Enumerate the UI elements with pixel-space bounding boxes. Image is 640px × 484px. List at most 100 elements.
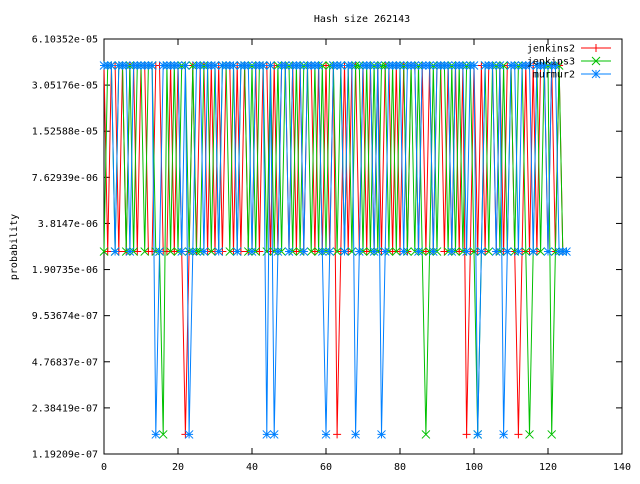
data-point-plus <box>103 247 112 256</box>
data-point-star <box>425 61 434 70</box>
data-point-plus <box>133 247 142 256</box>
data-point-star <box>299 247 309 256</box>
data-point-star <box>147 61 157 70</box>
legend-label: jenkins3 <box>527 57 575 68</box>
data-point-star <box>181 61 190 70</box>
data-point-star <box>347 61 357 70</box>
data-point-cross <box>166 247 175 256</box>
data-point-star <box>380 247 390 256</box>
data-point-star <box>214 247 224 256</box>
data-point-star <box>477 247 486 256</box>
data-point-star <box>377 430 386 439</box>
data-point-star <box>184 430 194 439</box>
data-point-star <box>210 61 220 70</box>
data-point-star <box>325 247 335 256</box>
data-point-star <box>514 247 523 256</box>
data-point-star <box>269 430 279 439</box>
data-point-cross <box>306 247 316 256</box>
data-point-plus <box>255 247 264 256</box>
data-point-star <box>173 61 183 70</box>
data-point-star <box>258 61 268 70</box>
data-point-plus <box>388 247 397 256</box>
data-point-star <box>247 247 257 256</box>
data-point-star <box>395 61 405 70</box>
chart-title: Hash size 262143 <box>314 14 410 25</box>
data-point-plus <box>148 247 157 256</box>
data-point-plus <box>362 247 371 256</box>
legend-label: jenkins2 <box>527 44 575 55</box>
data-point-plus <box>310 247 319 256</box>
data-point-star <box>351 430 360 439</box>
data-point-cross <box>206 247 216 256</box>
data-point-star <box>366 61 375 70</box>
data-point-cross <box>99 247 109 256</box>
data-point-star <box>473 430 483 439</box>
data-point-star <box>121 61 131 70</box>
data-point-plus <box>333 430 342 439</box>
data-point-plus <box>592 44 600 52</box>
data-point-star <box>266 61 275 70</box>
data-point-cross <box>525 430 534 439</box>
y-tick-label: 2.38419e-07 <box>32 403 98 414</box>
y-tick-label: 3.05176e-05 <box>32 81 98 92</box>
data-point-star <box>314 61 323 70</box>
data-point-star <box>543 247 553 256</box>
y-tick-label: 1.19209e-07 <box>32 450 98 461</box>
y-axis-label: probability <box>9 214 20 280</box>
x-tick-label: 120 <box>539 462 557 473</box>
data-point-cross <box>536 247 545 256</box>
data-point-cross <box>332 247 342 256</box>
data-point-star <box>229 61 238 70</box>
data-point-plus <box>162 247 171 256</box>
y-tick-label: 7.62939e-06 <box>32 173 98 184</box>
x-ticks-group: 0 20 40 60 80 100 120 140 <box>101 39 631 473</box>
data-point-star <box>443 61 453 70</box>
x-tick-label: 0 <box>101 462 107 473</box>
y-ticks-group: 6.10352e-05 3.05176e-05 1.52588e-05 7.62939… <box>32 35 622 461</box>
x-tick-label: 20 <box>172 462 184 473</box>
data-point-star <box>525 61 534 70</box>
series-group <box>99 61 571 439</box>
data-point-star <box>488 61 497 70</box>
data-point-cross <box>484 247 494 256</box>
data-point-star <box>273 247 283 256</box>
data-point-star <box>491 247 501 256</box>
data-point-star <box>539 61 549 70</box>
data-point-cross <box>469 247 479 256</box>
data-point-star <box>469 61 479 70</box>
data-point-star <box>447 247 457 256</box>
data-point-cross <box>521 247 531 256</box>
data-point-star <box>528 247 538 256</box>
data-point-star <box>155 247 164 256</box>
data-point-star <box>354 247 364 256</box>
data-point-star <box>199 247 209 256</box>
series-murmur2 <box>99 61 571 439</box>
data-point-cross <box>140 247 150 256</box>
data-point-star <box>369 247 379 256</box>
data-point-plus <box>421 247 430 256</box>
data-point-plus <box>170 247 179 256</box>
data-point-cross <box>347 247 357 256</box>
data-point-star <box>125 247 135 256</box>
data-point-star <box>107 61 116 70</box>
y-tick-label: 6.10352e-05 <box>32 35 98 46</box>
data-point-star <box>317 247 327 256</box>
data-point-star <box>458 61 468 70</box>
data-point-star <box>551 61 560 70</box>
y-tick-label: 1.90735e-06 <box>32 265 98 276</box>
data-point-star <box>262 430 272 439</box>
data-point-star <box>373 61 383 70</box>
data-point-plus <box>440 247 449 256</box>
data-point-star <box>502 247 512 256</box>
data-point-star <box>284 247 294 256</box>
legend: jenkins2 jenkins3 murmur2 <box>527 44 611 81</box>
data-point-star <box>414 247 423 256</box>
data-point-star <box>321 430 331 439</box>
data-point-cross <box>391 247 401 256</box>
data-point-star <box>280 61 290 70</box>
legend-label: murmur2 <box>533 70 575 81</box>
data-point-star <box>428 247 438 256</box>
data-point-star <box>336 61 346 70</box>
data-point-cross <box>225 247 235 256</box>
